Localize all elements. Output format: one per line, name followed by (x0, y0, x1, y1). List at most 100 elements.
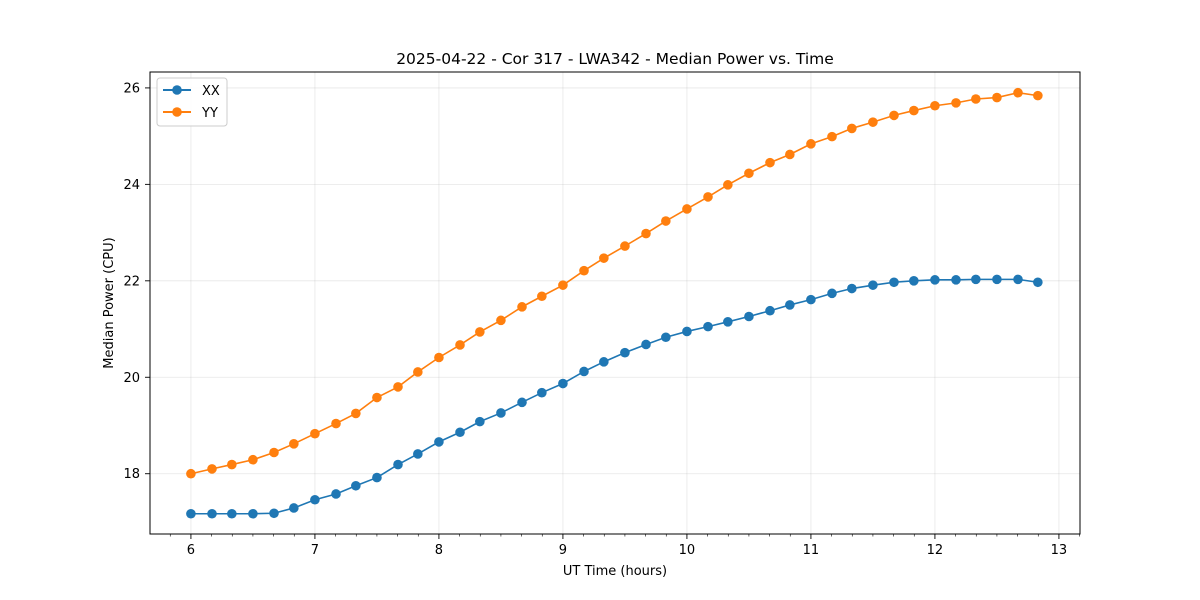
data-point-yy (930, 100, 940, 111)
data-point-yy (827, 131, 837, 142)
plot-frame (149, 71, 1081, 535)
data-point-yy (765, 157, 775, 168)
data-point-xx (744, 311, 754, 322)
data-point-yy (496, 315, 506, 326)
y-tick-label: 18 (123, 467, 140, 482)
data-point-xx (971, 274, 981, 285)
data-point-xx (579, 366, 589, 377)
data-point-yy (475, 327, 485, 337)
x-tick-label: 11 (803, 543, 820, 558)
data-point-xx (289, 503, 299, 513)
data-point-yy (785, 149, 795, 160)
data-point-xx (517, 397, 527, 408)
data-point-yy (227, 459, 237, 470)
data-point-xx (661, 332, 671, 343)
legend-marker-yy (172, 107, 182, 117)
plot-series (186, 87, 1043, 519)
data-point-yy (269, 447, 279, 458)
data-point-xx (641, 339, 651, 350)
data-point-yy (992, 92, 1002, 103)
x-tick-label: 9 (559, 543, 567, 558)
data-point-yy (682, 204, 692, 214)
data-point-xx (827, 288, 837, 299)
data-point-xx (393, 459, 403, 470)
data-point-xx (847, 283, 857, 294)
x-tick-label: 10 (679, 543, 696, 558)
data-point-yy (909, 105, 919, 116)
data-point-yy (372, 392, 382, 403)
y-axis-label: Median Power (CPU) (102, 237, 117, 368)
x-tick-label: 13 (1051, 543, 1068, 558)
data-point-xx (909, 276, 919, 286)
data-point-yy (186, 468, 196, 479)
data-point-yy (868, 117, 878, 127)
x-tick-label: 8 (435, 543, 443, 558)
data-point-xx (434, 437, 444, 447)
legend-label-xx: XX (202, 84, 220, 99)
data-point-xx (351, 480, 361, 491)
data-point-yy (599, 253, 609, 263)
data-point-xx (930, 275, 940, 285)
data-point-xx (227, 508, 237, 519)
data-point-yy (889, 110, 899, 121)
data-point-xx (372, 472, 382, 483)
data-point-xx (889, 277, 899, 288)
data-point-xx (186, 508, 196, 519)
data-point-yy (620, 241, 630, 251)
data-point-xx (455, 427, 465, 438)
y-tick-label: 20 (123, 371, 140, 386)
data-point-xx (1033, 277, 1043, 288)
data-point-xx (599, 357, 609, 367)
data-point-xx (723, 317, 733, 327)
data-point-yy (847, 123, 857, 134)
x-tick-label: 7 (311, 543, 319, 558)
data-point-yy (1013, 87, 1023, 98)
data-point-xx (248, 508, 258, 519)
y-tick-label: 24 (123, 178, 140, 193)
data-point-yy (434, 352, 444, 363)
data-point-xx (496, 408, 506, 418)
data-point-xx (620, 347, 630, 358)
legend: XX YY (156, 77, 228, 127)
series-line-xx (190, 278, 1038, 515)
x-tick-label: 6 (187, 543, 195, 558)
data-point-xx (1013, 274, 1023, 285)
legend-label-yy: YY (201, 106, 218, 121)
data-point-xx (269, 508, 279, 519)
data-point-yy (951, 98, 961, 108)
x-axis-label: UT Time (hours) (563, 564, 667, 579)
data-point-yy (351, 408, 361, 419)
data-point-xx (310, 494, 320, 505)
data-point-yy (248, 454, 258, 465)
data-point-yy (331, 418, 341, 429)
data-point-yy (393, 382, 403, 392)
y-tick-label: 22 (123, 274, 140, 289)
data-point-xx (785, 300, 795, 310)
data-point-yy (1033, 90, 1043, 101)
data-point-xx (537, 387, 547, 398)
data-point-xx (558, 378, 568, 389)
data-point-yy (703, 192, 713, 202)
data-point-xx (475, 416, 485, 427)
data-point-yy (517, 302, 527, 312)
data-point-yy (455, 340, 465, 350)
data-point-yy (413, 367, 423, 377)
data-point-yy (971, 94, 981, 104)
data-point-xx (682, 326, 692, 337)
data-point-xx (331, 489, 341, 499)
x-tick-label: 12 (927, 543, 944, 558)
data-point-xx (951, 275, 961, 285)
data-point-yy (723, 180, 733, 190)
data-point-yy (289, 439, 299, 449)
data-point-yy (806, 139, 816, 149)
y-tick-label: 26 (123, 81, 140, 96)
grid (150, 72, 1080, 534)
chart-title: 2025-04-22 - Cor 317 - LWA342 - Median P… (396, 50, 834, 68)
data-point-yy (579, 265, 589, 276)
data-point-xx (868, 280, 878, 290)
data-point-yy (537, 291, 547, 302)
data-point-xx (413, 449, 423, 459)
data-point-yy (558, 280, 568, 290)
